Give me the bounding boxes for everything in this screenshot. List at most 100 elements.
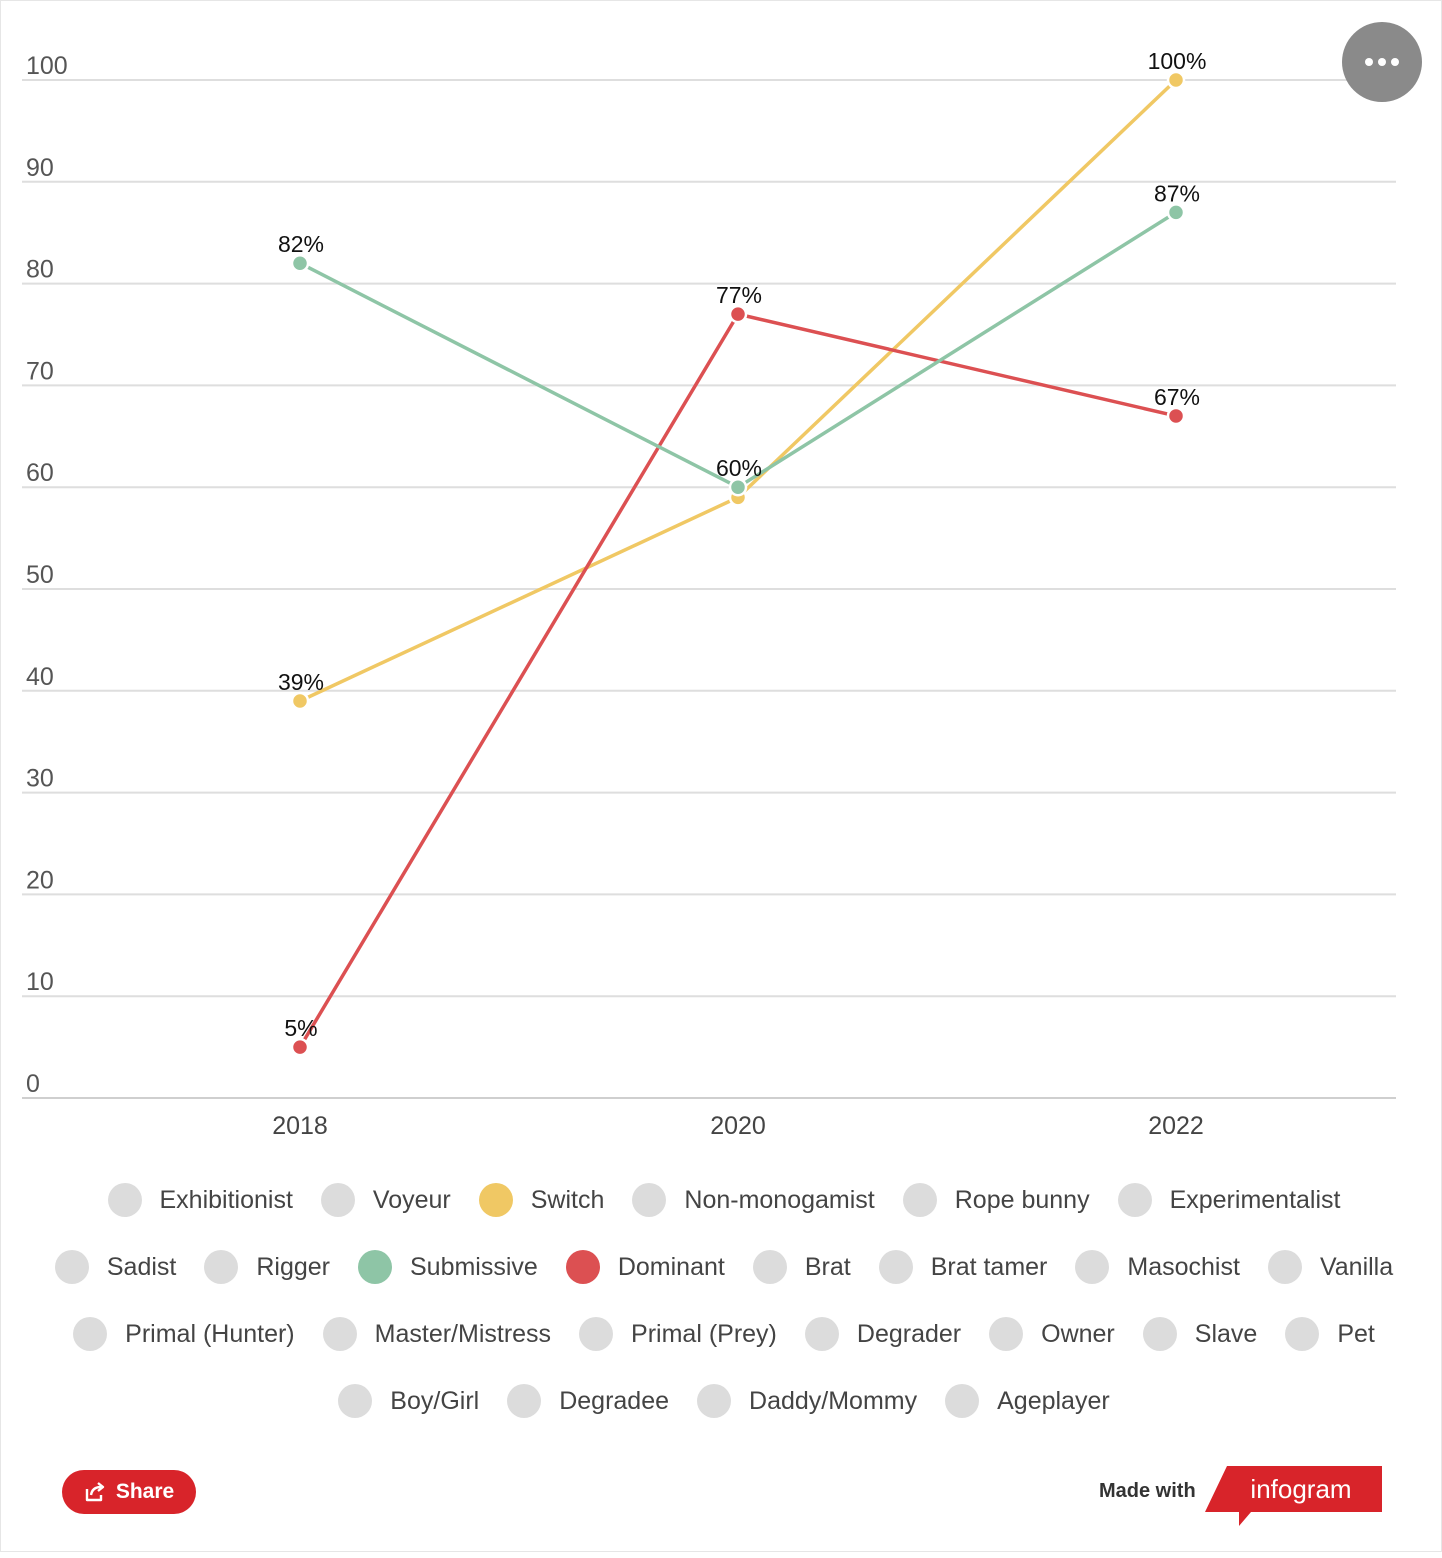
legend-label: Daddy/Mommy [749,1386,918,1415]
legend-item[interactable]: Daddy/Mommy [689,1379,917,1423]
legend-swatch [1075,1250,1110,1284]
data-point-switch[interactable] [1166,70,1186,90]
legend-label: Degradee [559,1386,670,1415]
series-points [290,70,1186,1057]
legend-label: Non-monogamist [684,1185,875,1214]
data-label: 77% [716,282,762,308]
legend-label: Owner [1041,1319,1115,1348]
legend-item[interactable]: Primal (Prey) [571,1312,777,1356]
y-tick-label: 90 [26,154,54,182]
dot [1365,58,1373,66]
legend-swatch [204,1250,239,1284]
data-point-submissive[interactable] [290,253,310,273]
data-point-switch[interactable] [290,691,310,711]
x-tick-label: 2018 [272,1112,328,1140]
series-line-dominant[interactable] [298,312,1177,1048]
legend-swatch [320,1183,355,1217]
legend-swatch [73,1317,108,1351]
y-tick-label: 60 [26,459,54,487]
series-line-switch[interactable] [299,78,1178,703]
legend-swatch [565,1250,600,1284]
share-label: Share [115,1480,175,1503]
legend-item[interactable]: Rope bunny [895,1178,1090,1222]
legend-swatch [358,1250,392,1284]
data-label: 100% [1148,48,1207,74]
y-tick-label: 100 [26,52,68,80]
legend-swatch [107,1183,142,1217]
brand-label: infogram [1250,1474,1351,1504]
legend-item[interactable]: Degrader [797,1312,961,1356]
series-lines [298,78,1178,1048]
legend-label: Pet [1337,1319,1375,1348]
legend-label: Slave [1194,1319,1258,1348]
legend-item[interactable]: Pet [1277,1312,1375,1356]
infogram-logo[interactable]: infogram [1205,1466,1383,1558]
legend-label: Masochist [1127,1252,1240,1281]
legend-label: Exhibitionist [159,1185,293,1214]
legend-item[interactable]: Slave [1135,1312,1258,1356]
data-point-submissive[interactable] [728,477,748,497]
legend-item[interactable]: Brat tamer [871,1245,1047,1289]
data-point-submissive[interactable] [1166,203,1186,222]
legend-item[interactable]: Exhibitionist [100,1178,293,1222]
legend-item[interactable]: Degradee [499,1379,669,1423]
legend-label: Primal (Hunter) [125,1319,295,1348]
grid-lines [22,79,1396,1099]
legend-swatch [54,1250,89,1284]
x-tick-label: 2022 [1148,1112,1204,1140]
legend-swatch [478,1183,513,1217]
legend-label: Vanilla [1319,1252,1394,1281]
legend-label: Primal (Prey) [631,1319,777,1348]
legend-item[interactable]: Brat [745,1245,851,1289]
legend-label: Rope bunny [954,1185,1090,1214]
y-tick-label: 10 [26,968,54,996]
data-point-dominant[interactable] [728,304,748,324]
legend-swatch [804,1317,839,1351]
legend-label: Ageplayer [997,1386,1110,1415]
y-tick-label: 40 [26,663,54,691]
legend-item[interactable]: Experimentalist [1110,1178,1340,1222]
legend-item[interactable]: Rigger [196,1245,330,1289]
legend-item[interactable]: Non-monogamist [624,1178,875,1222]
legend-swatch [1117,1183,1152,1217]
legend-swatch [338,1384,373,1418]
legend-item[interactable]: Switch [471,1178,605,1222]
legend-swatch [697,1384,732,1418]
legend-item[interactable]: Primal (Hunter) [65,1312,295,1356]
data-point-dominant[interactable] [290,1037,310,1057]
more-dots-icon [1342,22,1422,102]
dot [1391,58,1399,66]
more-options-button[interactable] [1342,22,1422,102]
legend-label: Switch [530,1185,605,1214]
legend-item[interactable]: Ageplayer [937,1379,1110,1423]
legend-swatch [507,1384,542,1418]
legend-item[interactable]: Owner [981,1312,1115,1356]
legend-label: Sadist [106,1252,177,1281]
legend-label: Rigger [256,1252,330,1281]
legend-label: Submissive [410,1252,538,1281]
legend-item[interactable]: Voyeur [313,1178,451,1222]
data-point-dominant[interactable] [1166,406,1186,426]
legend-item[interactable]: Vanilla [1260,1245,1393,1289]
legend-swatch [1267,1250,1302,1284]
legend-item[interactable]: Submissive [350,1245,538,1289]
legend-swatch [1285,1317,1320,1351]
legend-item[interactable]: Master/Mistress [315,1312,551,1356]
legend-item[interactable]: Boy/Girl [330,1379,479,1423]
logo-banner [1205,1466,1382,1526]
legend-swatch [945,1384,980,1418]
legend-swatch [579,1317,614,1351]
legend-label: Degrader [856,1319,962,1348]
y-tick-label: 20 [26,866,54,894]
legend-item[interactable]: Dominant [558,1245,725,1289]
share-button[interactable]: Share [62,1470,196,1514]
legend-swatch [1142,1317,1177,1351]
x-tick-label: 2020 [710,1112,766,1140]
data-label: 82% [278,231,324,257]
legend-item[interactable]: Masochist [1067,1245,1240,1289]
series-line-submissive[interactable] [299,210,1177,489]
legend-item[interactable]: Sadist [47,1245,176,1289]
line-chart: 0 10 20 30 40 50 60 70 80 90 100 2018 2020 2022 39% 1… [22,48,1396,1140]
x-axis-ticks: 2018 2020 2022 [272,1112,1204,1140]
legend-swatch [989,1317,1024,1351]
